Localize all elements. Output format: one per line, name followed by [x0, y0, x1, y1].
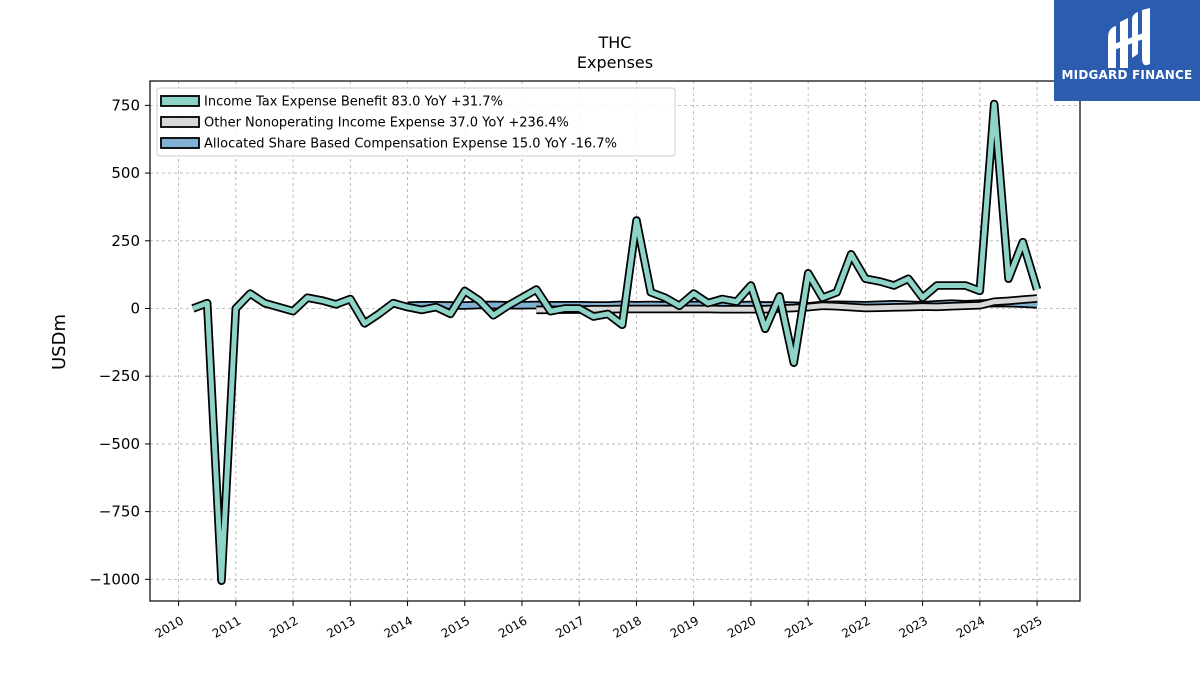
x-tick-label: 2025	[1011, 613, 1044, 640]
brand-logo: MIDGARD FINANCE	[1054, 0, 1200, 101]
x-tick-label: 2020	[725, 613, 758, 640]
y-tick-label: −500	[99, 435, 140, 453]
brand-name: MIDGARD FINANCE	[1061, 68, 1193, 82]
x-tick-label: 2018	[611, 613, 644, 640]
y-tick-label: 250	[111, 232, 140, 250]
series-2	[536, 294, 1038, 315]
x-tick-label: 2022	[839, 613, 872, 640]
legend-swatch	[160, 137, 200, 149]
series-line-outline	[191, 99, 1042, 585]
chart-subtitle: Expenses	[577, 53, 653, 72]
x-tick-label: 2013	[324, 613, 357, 640]
x-tick-label: 2011	[210, 613, 243, 640]
y-axis: −1000 −750 −500 −250 0 250 500 750	[89, 96, 150, 588]
x-tick-label: 2015	[439, 613, 472, 640]
y-tick-label: −250	[99, 367, 140, 385]
x-tick-label: 2024	[954, 613, 987, 640]
chart-title: THC	[598, 33, 632, 52]
y-tick-label: −750	[99, 503, 140, 521]
y-tick-label: 0	[130, 300, 140, 318]
x-tick-label: 2010	[153, 613, 186, 640]
y-tick-label: 500	[111, 164, 140, 182]
legend-swatch	[160, 116, 200, 128]
x-tick-label: 2016	[496, 613, 529, 640]
y-tick-label: −1000	[89, 570, 140, 588]
grid	[150, 81, 1080, 601]
midgard-logo-icon	[1108, 8, 1150, 68]
legend-swatch	[160, 95, 200, 107]
x-tick-label: 2017	[553, 613, 586, 640]
legend-label: Other Nonoperating Income Expense 37.0 Y…	[204, 116, 569, 131]
y-axis-label: USDm	[49, 314, 70, 370]
legend-label: Allocated Share Based Compensation Expen…	[204, 137, 617, 152]
series-line	[536, 296, 1038, 313]
plot-frame	[149, 80, 1081, 602]
x-tick-label: 2021	[782, 613, 815, 640]
series-line	[192, 101, 1040, 584]
x-tick-label: 2014	[382, 613, 415, 640]
x-tick-label: 2012	[267, 613, 300, 640]
legend: Income Tax Expense Benefit 83.0 YoY +31.…	[156, 87, 676, 157]
series-1	[191, 99, 1042, 585]
legend-frame	[156, 87, 676, 157]
y-tick-label: 750	[111, 96, 140, 114]
x-axis: 2010 2011 2012 2013 2014 2015 2016 2017 2018 2019…	[153, 601, 1045, 641]
plot-area-series	[191, 99, 1042, 585]
x-tick-label: 2023	[897, 613, 930, 640]
legend-label: Income Tax Expense Benefit 83.0 YoY +31.…	[204, 95, 503, 110]
x-tick-label: 2019	[668, 613, 701, 640]
